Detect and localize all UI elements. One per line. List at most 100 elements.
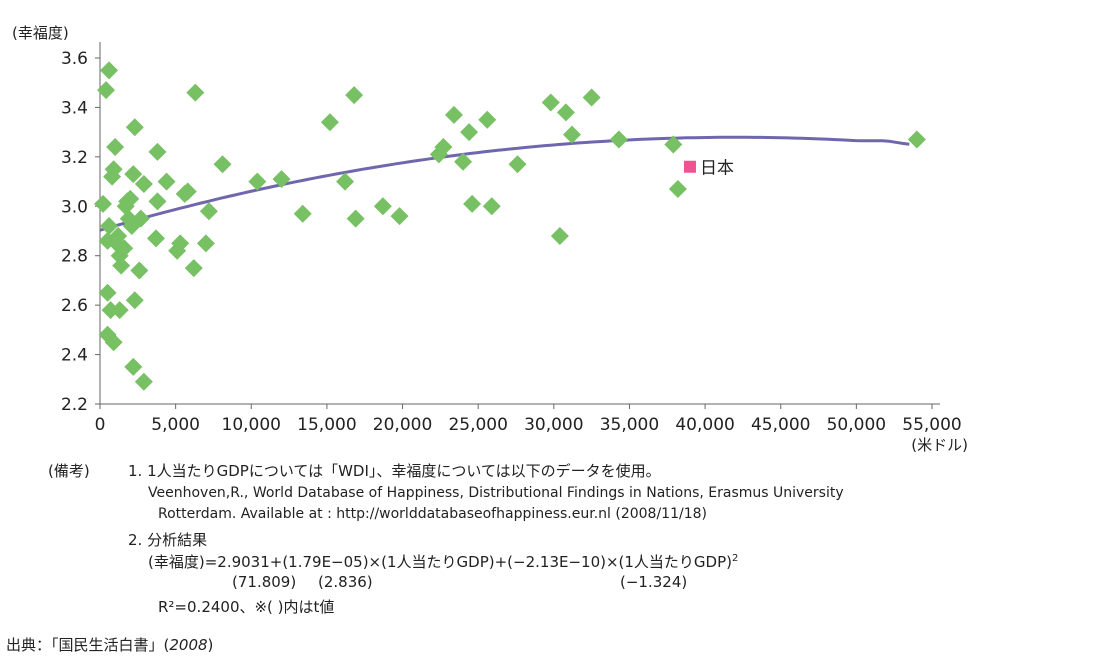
data-point [125,291,144,310]
data-point [664,135,683,154]
x-tick-label: 0 [95,415,106,435]
y-tick-label: 3.4 [61,98,88,118]
y-tick-label: 3.0 [61,197,88,217]
data-point [373,197,392,216]
y-tick-label: 2.6 [61,296,88,316]
data-point [130,261,149,280]
source-prefix: 出典：「国民生活白書」( [6,636,170,654]
data-point [171,234,190,253]
data-point [121,189,140,208]
data-point [148,192,167,211]
x-tick-label: 25,000 [448,415,507,435]
y-tick-label: 3.2 [61,148,88,168]
x-axis-ticks: 0 5,000 10,000 15,000 20,000 25,000 30,000 35,0… [95,404,962,435]
x-tick-label: 50,000 [827,415,886,435]
data-point [98,283,117,302]
japan-label: 日本 [700,159,734,179]
data-point [478,110,497,129]
y-tick-label: 3.6 [61,49,88,69]
data-point [115,239,134,258]
data-point [454,152,473,171]
t-value-2: (2.836) [318,573,373,591]
x-tick-label: 15,000 [297,415,356,435]
note-line-2: Veenhoven,R., World Database of Happines… [148,485,844,501]
data-point [550,226,569,245]
data-point [907,130,926,149]
y-axis-label: (幸福度) [12,24,69,42]
x-tick-label: 20,000 [373,415,432,435]
x-tick-label: 45,000 [751,415,810,435]
data-point [444,105,463,124]
data-point [97,81,116,100]
japan-marker [683,160,696,173]
data-point [101,301,120,320]
data-point [100,61,119,80]
t-value-1: (71.809) [232,573,297,591]
data-point [508,155,527,174]
data-point [112,256,131,275]
data-point [609,130,628,149]
data-point [582,88,601,107]
fit-curve [99,135,910,232]
regression-exponent: 2 [732,553,739,564]
data-point [199,202,218,221]
source-year: 2008 [169,636,208,654]
x-tick-label: 5,000 [151,415,200,435]
data-point [124,357,143,376]
data-point [460,123,479,142]
source-suffix: ) [207,636,214,654]
data-point [336,172,355,191]
japan-marker-group: 日本 [683,159,734,179]
regression-formula-text: (幸福度)=2.9031+(1.79E−05)×(1人当たりGDP)+(−2.1… [148,553,733,571]
data-point [146,229,165,248]
data-point [213,155,232,174]
data-point [556,103,575,122]
data-point [346,209,365,228]
y-axis-ticks: 2.2 2.4 2.6 2.8 3.0 3.2 3.4 3.6 [61,49,100,415]
note-line-3: Rotterdam. Available at : http://worldda… [158,506,707,522]
data-point [463,194,482,213]
y-tick-label: 2.2 [61,395,88,415]
data-point [125,118,144,137]
data-point [100,217,119,236]
x-axis-unit-label: (米ドル) [911,436,968,454]
x-tick-label: 10,000 [222,415,281,435]
fit-curve-group [99,135,910,232]
regression-formula: (幸福度)=2.9031+(1.79E−05)×(1人当たりGDP)+(−2.1… [148,551,738,572]
data-point [248,172,267,191]
data-point [345,86,364,105]
data-point [390,207,409,226]
data-point [541,93,560,112]
axes [99,42,940,405]
data-point [134,175,153,194]
data-point [196,234,215,253]
data-point [131,209,150,228]
data-point [110,301,129,320]
data-point [434,137,453,156]
data-point [272,170,291,189]
x-tick-label: 55,000 [902,415,961,435]
note-line-4: 2. 分析結果 [128,531,208,549]
y-tick-label: 2.8 [61,247,88,267]
data-point [482,197,501,216]
data-point [94,194,113,213]
data-point [184,259,203,278]
x-tick-label: 40,000 [675,415,734,435]
data-point [157,172,176,191]
data-point [293,204,312,223]
data-point [320,113,339,132]
data-point [124,165,143,184]
data-point [106,137,125,156]
notes-label: (備考) [48,462,90,480]
data-point [668,179,687,198]
data-point [134,372,153,391]
x-tick-label: 35,000 [600,415,659,435]
x-tick-label: 30,000 [524,415,583,435]
data-point [109,226,128,245]
data-point [104,160,123,179]
data-point [562,125,581,144]
note-line-1: 1. 1人当たりGDPについては「WDI」、幸福度については以下のデータを使用。 [128,462,661,480]
t-value-3: (−1.324) [620,573,688,591]
source-citation: 出典：「国民生活白書」(2008) [6,634,213,655]
